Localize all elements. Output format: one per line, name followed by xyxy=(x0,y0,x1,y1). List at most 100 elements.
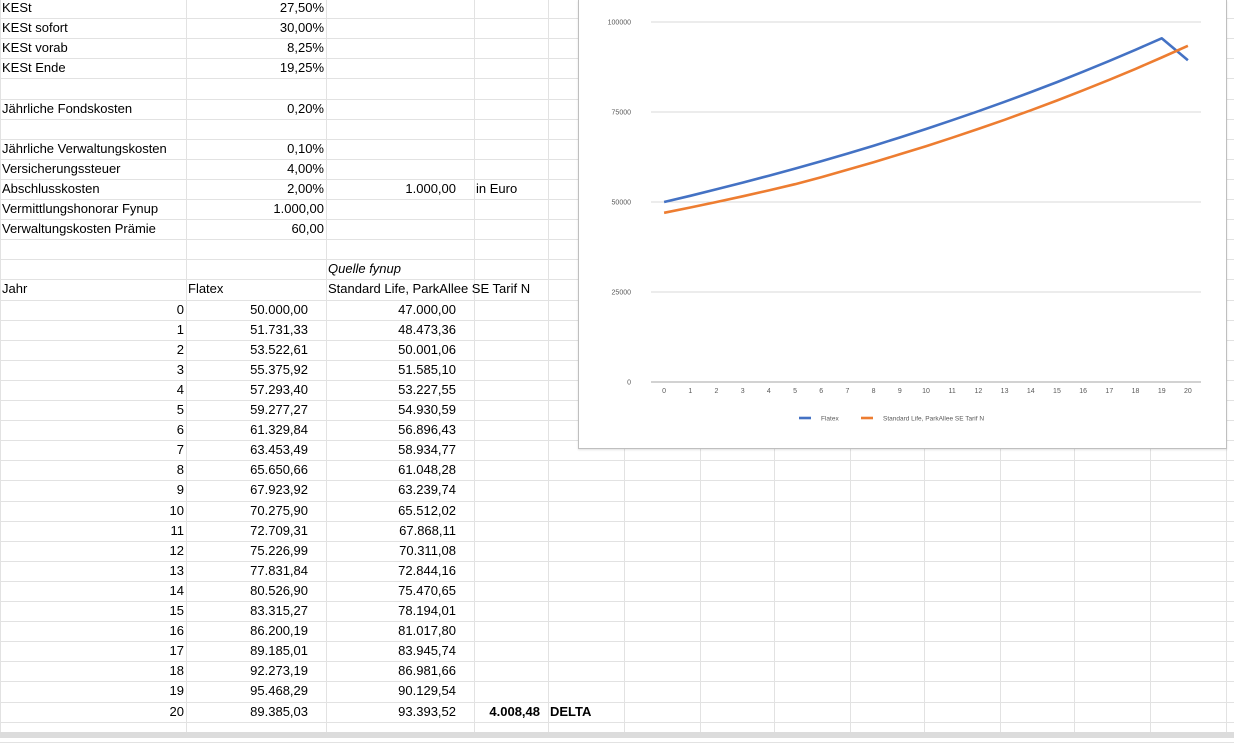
jahr-cell[interactable]: 17 xyxy=(169,643,184,658)
flatex-value-cell[interactable]: 70.275,90 xyxy=(250,503,308,518)
delta-label-cell[interactable]: DELTA xyxy=(550,704,592,719)
jahr-cell[interactable]: 16 xyxy=(169,623,184,638)
standard-life-value-cell[interactable]: 53.227,55 xyxy=(398,382,456,397)
standard-life-value-cell[interactable]: 78.194,01 xyxy=(398,603,456,618)
jahr-cell[interactable]: 10 xyxy=(169,503,184,518)
jahr-cell[interactable]: 7 xyxy=(176,442,184,457)
column-gridline xyxy=(326,0,327,738)
standard-life-value-cell[interactable]: 75.470,65 xyxy=(398,583,456,598)
flatex-value-cell[interactable]: 95.468,29 xyxy=(250,683,308,698)
flatex-value-cell[interactable]: 50.000,00 xyxy=(250,302,308,317)
jahr-cell[interactable]: 12 xyxy=(169,543,184,558)
jahr-cell[interactable]: 1 xyxy=(176,322,184,337)
x-tick-label: 9 xyxy=(898,388,902,395)
flatex-value-cell[interactable]: 57.293,40 xyxy=(250,382,308,397)
standard-life-value-cell[interactable]: 54.930,59 xyxy=(398,402,456,417)
param-value-cell[interactable]: 0,10% xyxy=(287,141,324,156)
jahr-cell[interactable]: 18 xyxy=(169,663,184,678)
standard-life-value-cell[interactable]: 86.981,66 xyxy=(398,663,456,678)
param-label-cell[interactable]: Jährliche Verwaltungskosten xyxy=(2,141,167,156)
jahr-cell[interactable]: 15 xyxy=(169,603,184,618)
param-label-cell[interactable]: KESt sofort xyxy=(2,20,68,35)
param-unit-cell[interactable]: in Euro xyxy=(476,181,518,196)
param-value-cell[interactable]: 2,00% xyxy=(287,181,324,196)
standard-life-value-cell[interactable]: 61.048,28 xyxy=(398,462,456,477)
standard-life-value-cell[interactable]: 72.844,16 xyxy=(398,563,456,578)
flatex-value-cell[interactable]: 86.200,19 xyxy=(250,623,308,638)
param-label-cell[interactable]: Verwaltungskosten Prämie xyxy=(2,221,156,236)
flatex-value-cell[interactable]: 61.329,84 xyxy=(250,422,308,437)
flatex-value-cell[interactable]: 53.522,61 xyxy=(250,342,308,357)
param-value-cell[interactable]: 60,00 xyxy=(291,221,324,236)
jahr-cell[interactable]: 0 xyxy=(176,302,184,317)
standard-life-value-cell[interactable]: 70.311,08 xyxy=(399,543,456,558)
standard-life-value-cell[interactable]: 56.896,43 xyxy=(398,422,456,437)
flatex-value-cell[interactable]: 89.185,01 xyxy=(250,643,308,658)
standard-life-value-cell[interactable]: 81.017,80 xyxy=(398,623,456,638)
flatex-value-cell[interactable]: 55.375,92 xyxy=(250,362,308,377)
standard-life-value-cell[interactable]: 67.868,11 xyxy=(399,523,456,538)
flatex-value-cell[interactable]: 89.385,03 xyxy=(250,704,308,719)
jahr-cell[interactable]: 9 xyxy=(176,482,184,497)
horizontal-scrollbar[interactable] xyxy=(0,732,1234,738)
jahr-cell[interactable]: 8 xyxy=(176,462,184,477)
param-label-cell[interactable]: Abschlusskosten xyxy=(2,181,100,196)
flatex-value-cell[interactable]: 72.709,31 xyxy=(250,523,308,538)
param-label-cell[interactable]: KESt Ende xyxy=(2,60,66,75)
jahr-cell[interactable]: 11 xyxy=(170,523,185,538)
flatex-value-cell[interactable]: 80.526,90 xyxy=(250,583,308,598)
param-label-cell[interactable]: KESt xyxy=(2,0,32,15)
line-chart[interactable]: 0 25000 50000 75000 100000 0 1 2 3 4 5 6 7 8 9 10 11 12 13… xyxy=(578,0,1227,449)
param-value-cell[interactable]: 8,25% xyxy=(287,40,324,55)
jahr-cell[interactable]: 14 xyxy=(169,583,184,598)
flatex-value-cell[interactable]: 51.731,33 xyxy=(250,322,308,337)
param-value-cell[interactable]: 0,20% xyxy=(287,101,324,116)
standard-life-value-cell[interactable]: 63.239,74 xyxy=(398,482,456,497)
flatex-value-cell[interactable]: 67.923,92 xyxy=(250,482,308,497)
x-tick-label: 5 xyxy=(793,388,797,395)
flatex-value-cell[interactable]: 65.650,66 xyxy=(250,462,308,477)
y-tick-label: 100000 xyxy=(608,20,631,27)
param-value-cell[interactable]: 19,25% xyxy=(279,60,324,75)
standard-life-value-cell[interactable]: 83.945,74 xyxy=(398,643,456,658)
param-extra-value-cell[interactable]: 1.000,00 xyxy=(405,181,456,196)
header-flatex-cell[interactable]: Flatex xyxy=(188,281,224,296)
row-gridline xyxy=(0,641,1234,642)
column-gridline xyxy=(186,0,187,738)
flatex-value-cell[interactable]: 77.831,84 xyxy=(250,563,308,578)
jahr-cell[interactable]: 19 xyxy=(169,683,184,698)
jahr-cell[interactable]: 4 xyxy=(176,382,184,397)
standard-life-value-cell[interactable]: 93.393,52 xyxy=(398,704,456,719)
flatex-value-cell[interactable]: 63.453,49 xyxy=(250,442,308,457)
jahr-cell[interactable]: 6 xyxy=(176,422,184,437)
flatex-value-cell[interactable]: 92.273,19 xyxy=(250,663,308,678)
jahr-cell[interactable]: 13 xyxy=(169,563,184,578)
jahr-cell[interactable]: 5 xyxy=(176,402,184,417)
jahr-cell[interactable]: 20 xyxy=(169,704,184,719)
header-standard-life-cell[interactable]: Standard Life, ParkAllee SE Tarif N xyxy=(328,281,531,296)
param-label-cell[interactable]: Versicherungssteuer xyxy=(2,161,121,176)
standard-life-value-cell[interactable]: 65.512,02 xyxy=(398,503,456,518)
flatex-value-cell[interactable]: 83.315,27 xyxy=(250,603,308,618)
standard-life-value-cell[interactable]: 50.001,06 xyxy=(398,342,456,357)
x-tick-label: 10 xyxy=(922,388,930,395)
param-value-cell[interactable]: 1.000,00 xyxy=(273,201,324,216)
delta-value-cell[interactable]: 4.008,48 xyxy=(489,704,540,719)
param-label-cell[interactable]: Vermittlungshonorar Fynup xyxy=(2,201,159,216)
source-note-cell[interactable]: Quelle fynup xyxy=(328,261,401,276)
flatex-value-cell[interactable]: 75.226,99 xyxy=(250,543,308,558)
jahr-cell[interactable]: 3 xyxy=(176,362,184,377)
param-value-cell[interactable]: 27,50% xyxy=(279,0,324,15)
jahr-cell[interactable]: 2 xyxy=(176,342,184,357)
param-value-cell[interactable]: 4,00% xyxy=(287,161,324,176)
standard-life-value-cell[interactable]: 48.473,36 xyxy=(398,322,456,337)
standard-life-value-cell[interactable]: 51.585,10 xyxy=(398,362,456,377)
param-label-cell[interactable]: KESt vorab xyxy=(2,40,68,55)
standard-life-value-cell[interactable]: 47.000,00 xyxy=(398,302,456,317)
header-jahr-cell[interactable]: Jahr xyxy=(2,281,28,296)
standard-life-value-cell[interactable]: 90.129,54 xyxy=(398,683,456,698)
flatex-value-cell[interactable]: 59.277,27 xyxy=(250,402,308,417)
param-label-cell[interactable]: Jährliche Fondskosten xyxy=(2,101,133,116)
standard-life-value-cell[interactable]: 58.934,77 xyxy=(398,442,456,457)
param-value-cell[interactable]: 30,00% xyxy=(279,20,324,35)
